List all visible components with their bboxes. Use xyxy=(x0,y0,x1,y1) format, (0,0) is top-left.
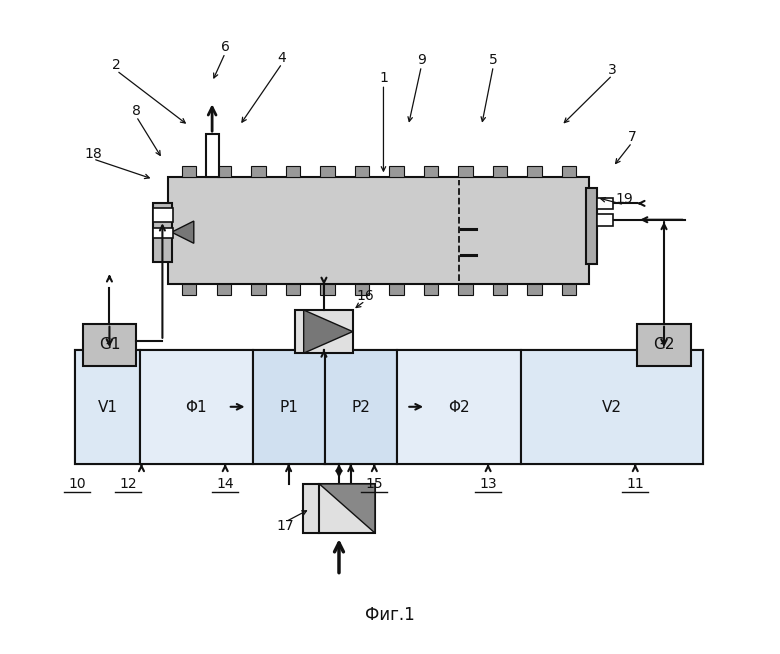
Bar xyxy=(285,284,300,295)
Text: Φ2: Φ2 xyxy=(448,400,470,415)
Text: 9: 9 xyxy=(417,53,426,67)
Bar xyxy=(75,350,703,464)
Bar xyxy=(355,284,369,295)
Text: 3: 3 xyxy=(608,63,617,77)
Bar xyxy=(597,214,613,226)
Bar xyxy=(389,166,404,177)
Bar xyxy=(206,134,218,177)
Bar xyxy=(527,166,542,177)
Bar xyxy=(355,166,369,177)
Text: G2: G2 xyxy=(654,337,675,353)
Bar xyxy=(424,166,438,177)
Bar xyxy=(253,350,324,464)
Bar xyxy=(217,166,231,177)
Bar xyxy=(321,284,335,295)
Bar xyxy=(562,166,576,177)
Bar xyxy=(521,350,703,464)
Text: 13: 13 xyxy=(479,477,497,491)
Bar xyxy=(75,350,140,464)
Bar xyxy=(153,228,173,238)
Bar xyxy=(424,284,438,295)
Bar xyxy=(396,350,521,464)
Bar xyxy=(562,284,576,295)
Bar xyxy=(587,188,597,264)
Text: 16: 16 xyxy=(356,288,374,303)
Bar xyxy=(251,284,265,295)
Bar xyxy=(261,366,317,448)
Bar xyxy=(182,284,197,295)
Bar xyxy=(459,166,473,177)
Bar xyxy=(459,284,473,295)
Text: 15: 15 xyxy=(366,477,383,491)
Polygon shape xyxy=(303,310,353,353)
Text: 14: 14 xyxy=(216,477,234,491)
Text: 1: 1 xyxy=(379,71,388,86)
Text: P2: P2 xyxy=(351,400,370,415)
Bar xyxy=(182,166,197,177)
Text: 17: 17 xyxy=(277,519,294,534)
Bar xyxy=(493,166,507,177)
Text: 6: 6 xyxy=(221,40,229,54)
Bar xyxy=(168,177,590,284)
Text: 7: 7 xyxy=(628,130,636,145)
Text: P1: P1 xyxy=(279,400,298,415)
Bar xyxy=(285,166,300,177)
Text: V1: V1 xyxy=(98,400,118,415)
Text: 10: 10 xyxy=(69,477,87,491)
Bar xyxy=(389,284,404,295)
Polygon shape xyxy=(319,484,375,533)
Bar xyxy=(217,284,231,295)
Text: 2: 2 xyxy=(112,58,121,73)
Bar xyxy=(332,366,388,448)
Text: 19: 19 xyxy=(615,192,633,207)
Bar xyxy=(153,208,173,222)
Text: 18: 18 xyxy=(84,146,102,161)
Bar xyxy=(303,484,375,533)
Text: 12: 12 xyxy=(119,477,137,491)
Text: 5: 5 xyxy=(489,53,498,67)
Polygon shape xyxy=(172,221,193,243)
Text: 4: 4 xyxy=(278,50,286,65)
Bar xyxy=(251,166,265,177)
Bar xyxy=(153,203,172,262)
Bar xyxy=(83,324,136,366)
Bar xyxy=(321,166,335,177)
Bar xyxy=(295,310,353,353)
Text: V2: V2 xyxy=(601,400,622,415)
Text: Фиг.1: Фиг.1 xyxy=(365,606,415,624)
Bar xyxy=(140,350,253,464)
Bar xyxy=(527,284,542,295)
Text: Φ1: Φ1 xyxy=(186,400,207,415)
Text: 8: 8 xyxy=(132,104,140,118)
Bar xyxy=(637,324,691,366)
Bar xyxy=(597,198,613,209)
Text: G1: G1 xyxy=(99,337,120,353)
Bar xyxy=(493,284,507,295)
Bar xyxy=(324,350,396,464)
Text: 11: 11 xyxy=(626,477,644,491)
